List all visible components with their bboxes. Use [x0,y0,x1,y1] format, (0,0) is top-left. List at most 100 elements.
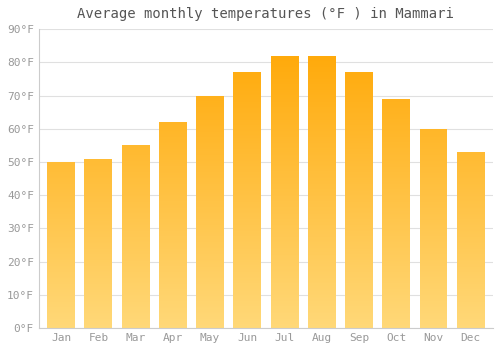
Bar [47,301,75,302]
Bar [308,102,336,103]
Bar [84,285,112,286]
Bar [47,276,75,277]
Bar [382,116,410,117]
Bar [382,313,410,314]
Bar [345,300,373,301]
Bar [159,267,187,268]
Bar [159,292,187,293]
Bar [270,208,298,210]
Bar [382,224,410,225]
Bar [420,279,448,280]
Bar [382,107,410,108]
Bar [345,264,373,266]
Bar [420,208,448,209]
Bar [47,321,75,322]
Bar [382,212,410,214]
Bar [196,307,224,308]
Bar [84,217,112,218]
Bar [234,203,262,204]
Bar [234,132,262,134]
Bar [308,138,336,139]
Bar [420,222,448,223]
Bar [84,279,112,280]
Bar [420,210,448,211]
Bar [159,233,187,235]
Bar [345,251,373,253]
Bar [84,164,112,166]
Bar [345,128,373,130]
Bar [382,284,410,285]
Bar [457,315,484,316]
Bar [270,264,298,266]
Bar [270,304,298,305]
Bar [122,279,150,280]
Bar [196,114,224,115]
Bar [270,105,298,106]
Bar [270,107,298,109]
Bar [308,129,336,131]
Bar [345,171,373,172]
Bar [47,166,75,167]
Bar [84,160,112,161]
Bar [47,284,75,285]
Bar [234,326,262,327]
Bar [345,206,373,208]
Bar [84,308,112,309]
Bar [382,104,410,105]
Bar [196,273,224,275]
Bar [420,174,448,175]
Bar [457,320,484,321]
Bar [270,297,298,298]
Bar [84,248,112,249]
Bar [382,317,410,318]
Bar [345,198,373,199]
Bar [196,301,224,303]
Bar [270,152,298,154]
Bar [234,281,262,282]
Bar [159,180,187,181]
Bar [84,274,112,275]
Bar [420,166,448,167]
Bar [122,172,150,173]
Bar [270,248,298,249]
Bar [457,153,484,154]
Bar [196,157,224,158]
Bar [234,303,262,304]
Bar [196,134,224,135]
Bar [84,250,112,251]
Bar [457,299,484,300]
Bar [84,191,112,192]
Bar [47,169,75,170]
Bar [345,237,373,239]
Bar [308,230,336,231]
Bar [159,142,187,143]
Bar [234,154,262,155]
Bar [457,288,484,289]
Bar [234,107,262,108]
Bar [234,144,262,145]
Bar [270,298,298,300]
Bar [47,307,75,308]
Bar [270,146,298,147]
Bar [382,176,410,177]
Bar [196,243,224,244]
Bar [84,301,112,302]
Bar [345,77,373,79]
Bar [84,319,112,320]
Bar [84,169,112,170]
Bar [457,154,484,155]
Bar [420,211,448,212]
Bar [196,204,224,205]
Bar [84,282,112,283]
Bar [84,306,112,307]
Bar [345,84,373,85]
Bar [308,240,336,241]
Bar [382,299,410,300]
Bar [345,271,373,272]
Bar [345,172,373,173]
Bar [84,318,112,319]
Bar [122,223,150,224]
Bar [84,241,112,242]
Bar [270,272,298,274]
Bar [308,231,336,233]
